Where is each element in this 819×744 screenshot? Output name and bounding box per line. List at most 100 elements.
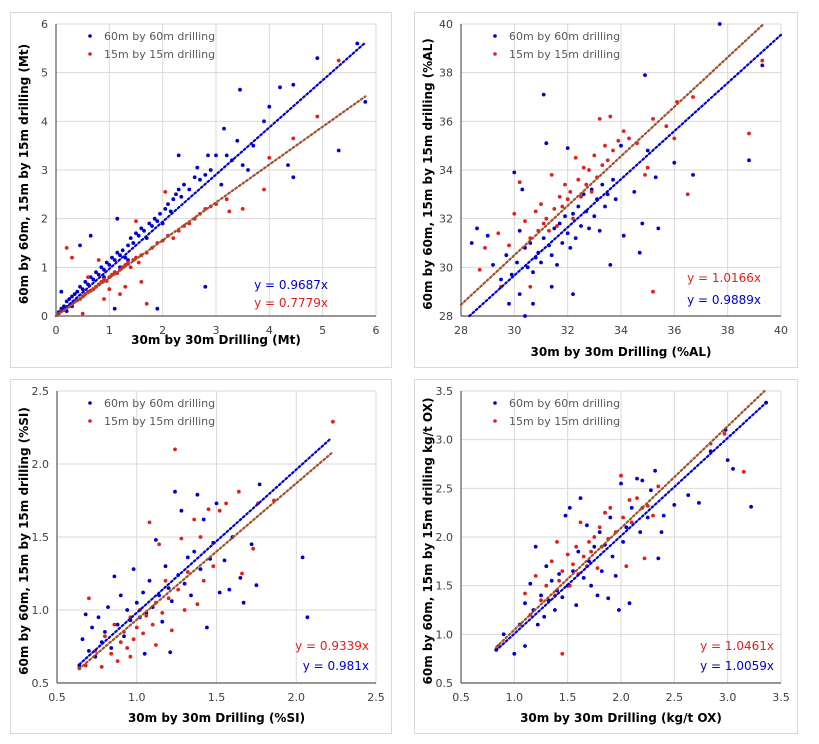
data-point-15m [611,148,615,153]
data-point-60m [171,197,176,202]
data-point-60m [205,625,209,630]
x-tick-label: 36 [667,324,681,337]
data-point-60m [552,226,557,231]
data-point-60m [141,590,146,595]
data-point-60m [179,508,184,513]
data-point-60m [88,233,93,238]
data-point-60m [102,267,106,272]
data-point-60m [512,170,517,175]
data-point-15m [603,510,607,515]
legend-label-60m: 60m by 60m drilling [104,30,215,43]
data-point-60m [185,555,190,560]
data-point-15m [741,469,746,474]
data-point-60m [544,564,549,569]
data-point-60m [672,503,677,507]
data-point-60m [125,608,130,612]
x-tick-label: 2.5 [367,691,385,704]
data-point-60m [173,489,177,494]
y-axis-title: 60m by 60m, 15m by 15m drilling (Mt) [17,44,31,304]
trendline-equation-60m: y = 0.9889x [687,293,761,307]
data-point-15m [579,194,583,199]
data-point-15m [109,651,114,656]
data-point-60m [201,517,206,522]
x-tick-label: 1.0 [128,691,146,704]
data-point-60m [587,226,591,231]
data-point-15m [131,637,136,642]
data-point-15m [107,287,112,292]
data-point-60m [645,515,650,520]
data-point-60m [179,194,184,199]
data-point-60m [59,289,64,294]
x-tick-label: 3.5 [772,691,790,704]
trendline-equation-60m: y = 0.981x [303,659,369,673]
data-point-15m [528,284,533,289]
y-tick-label: 2.0 [436,531,454,544]
data-point-60m [112,574,117,579]
data-point-60m [115,216,120,221]
data-point-60m [523,314,527,318]
x-tick-label: 4 [266,324,273,337]
data-point-15m [589,190,594,194]
data-point-15m [621,129,626,134]
data-point-15m [624,564,629,569]
x-tick-label: 34 [614,324,628,337]
data-point-60m [189,593,193,598]
data-point-15m [629,520,634,525]
data-point-60m [142,228,146,233]
data-point-15m [195,602,200,607]
x-axis-title: 30m by 30m Drilling (%SI) [128,711,305,725]
data-point-60m [632,190,637,194]
y-tick-label: 28 [439,310,453,323]
data-point-60m [637,250,642,255]
data-point-60m [672,160,677,165]
data-point-60m [83,612,88,617]
data-point-60m [166,586,171,590]
data-point-60m [563,214,567,219]
data-point-15m [240,207,245,211]
data-point-60m [653,175,658,180]
data-point-60m [187,187,192,192]
data-point-60m [747,158,751,163]
data-point-60m [249,542,254,547]
y-axis-title: 60m by 60m, 15m by 15m drilling (%SI) [17,407,31,675]
data-point-15m [507,243,511,248]
data-point-60m [87,649,91,653]
data-point-60m [64,299,69,304]
data-point-60m [219,182,224,187]
data-point-15m [616,138,621,143]
data-point-15m [211,564,216,569]
data-point-60m [238,576,243,580]
data-point-60m [128,236,133,241]
data-point-60m [520,187,525,192]
data-point-60m [176,153,181,158]
data-point-60m [103,630,107,634]
y-axis-title: 60m by 60m, 15m by 15m drilling (%AL) [421,38,435,309]
y-tick-label: 2.5 [436,482,454,495]
data-point-15m [147,520,152,525]
data-point-60m [222,126,226,131]
legend-marker-15m [88,52,92,56]
data-point-15m [565,197,570,202]
data-point-15m [541,221,546,226]
data-point-60m [567,505,572,510]
data-point-15m [608,505,613,510]
data-point-15m [182,608,187,612]
data-point-60m [94,270,98,275]
data-point-60m [152,216,157,221]
data-point-15m [134,219,138,224]
x-tick-label: 0.5 [48,691,66,704]
y-tick-label: 1 [41,261,48,274]
data-point-15m [64,246,69,250]
data-point-60m [525,265,530,270]
data-point-60m [635,476,639,481]
y-tick-label: 1.0 [436,628,454,641]
data-point-60m [597,530,602,534]
data-point-15m [560,569,565,573]
trendline-15m [459,22,765,306]
data-point-60m [491,263,495,267]
data-point-60m [214,153,218,158]
data-point-60m [254,583,259,588]
data-point-15m [627,136,631,141]
data-point-15m [574,544,579,549]
x-tick-label: 38 [721,324,735,337]
